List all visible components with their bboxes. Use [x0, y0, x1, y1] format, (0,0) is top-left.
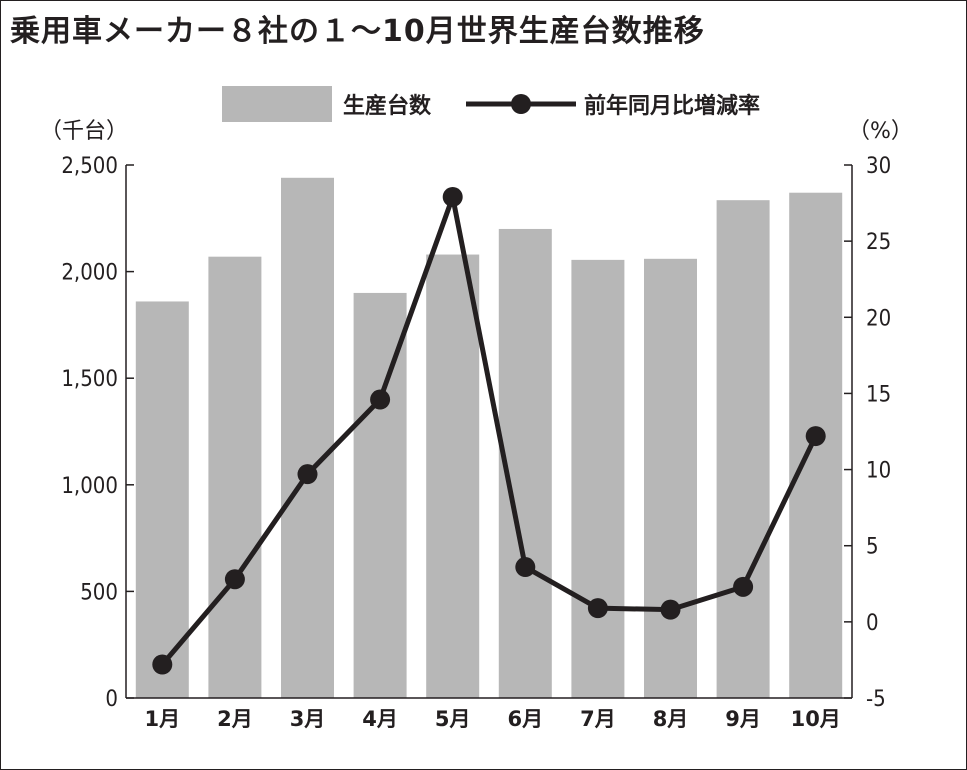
left-tick-label: 0	[105, 687, 118, 712]
x-tick-label: 8月	[653, 707, 689, 731]
legend-bar-label: 生産台数	[343, 93, 432, 119]
bar-1	[135, 301, 189, 698]
bar-7	[571, 259, 625, 698]
right-tick-label: 5	[866, 535, 879, 560]
x-tick-label: 1月	[144, 707, 180, 731]
right-tick-label: -5	[866, 687, 886, 712]
right-tick-label: 0	[866, 611, 879, 636]
legend-line-label: 前年同月比増減率	[584, 93, 760, 119]
bar-5	[426, 254, 480, 698]
growth-rate-point-7	[587, 598, 608, 619]
bar-9	[716, 200, 770, 699]
x-tick-label: 10月	[791, 707, 841, 731]
growth-rate-point-2	[224, 569, 245, 590]
growth-rate-point-10	[805, 426, 826, 447]
left-tick-label: 2,500	[61, 154, 118, 179]
right-tick-label: 25	[866, 230, 891, 255]
right-tick-label: 15	[866, 382, 891, 407]
bar-2	[208, 256, 262, 698]
bar-3	[281, 177, 334, 699]
bar-6	[498, 228, 552, 698]
left-tick-label: 1,000	[61, 474, 118, 499]
legend-bar-swatch	[222, 86, 332, 122]
growth-rate-point-4	[370, 389, 391, 410]
right-tick-label: 30	[866, 154, 891, 179]
growth-rate-point-6	[515, 557, 536, 578]
growth-rate-line	[160, 194, 818, 667]
x-tick-label: 9月	[725, 707, 761, 731]
left-tick-label: 500	[80, 580, 118, 605]
right-tick-label: 20	[866, 306, 891, 331]
growth-rate-point-3	[297, 464, 318, 485]
left-axis-unit: （千台）	[40, 119, 128, 144]
left-tick-label: 2,000	[61, 261, 118, 286]
x-tick-label: 5月	[435, 707, 471, 731]
x-tick-label: 7月	[580, 707, 616, 731]
x-tick-label: 2月	[217, 707, 253, 731]
bar-4	[353, 292, 407, 698]
legend-line-marker	[511, 94, 531, 114]
growth-rate-point-1	[152, 654, 173, 675]
growth-rate-point-9	[733, 576, 754, 597]
left-tick-label: 1,500	[61, 367, 118, 392]
right-axis-unit: （%）	[848, 119, 913, 144]
bar-8	[644, 258, 697, 698]
x-tick-label: 4月	[362, 707, 398, 731]
x-tick-label: 3月	[290, 707, 326, 731]
x-tick-label: 6月	[507, 707, 543, 731]
growth-rate-point-8	[660, 599, 681, 620]
right-tick-label: 10	[866, 459, 891, 484]
chart-title: 乗用車メーカー８社の１～10月世界生産台数推移	[10, 14, 705, 49]
growth-rate-point-5	[442, 186, 463, 207]
